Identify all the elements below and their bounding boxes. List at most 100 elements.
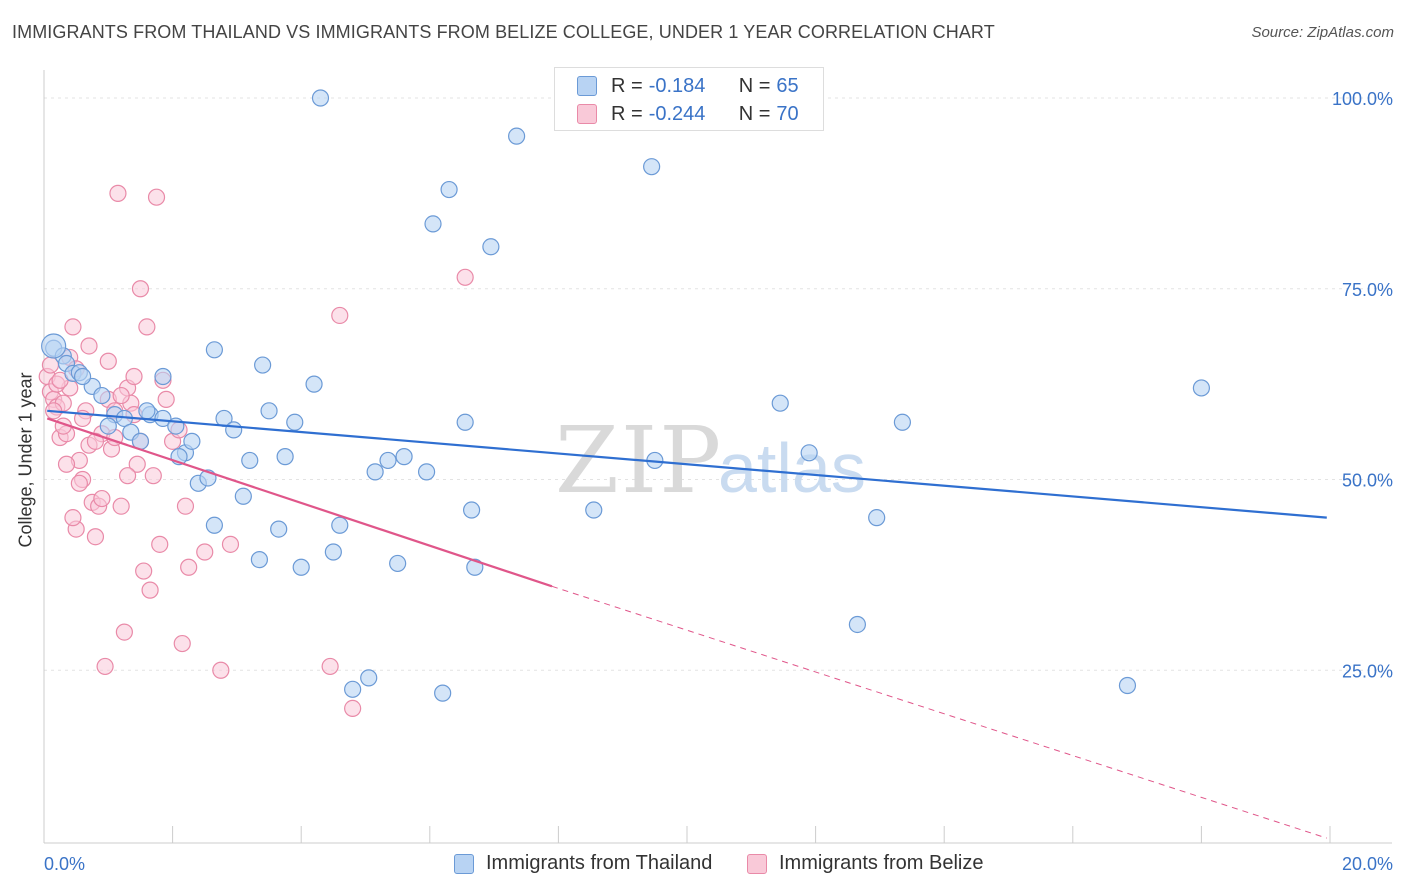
- thailand-point: [893, 413, 912, 431]
- belize-point: [212, 661, 230, 679]
- thailand-point: [344, 680, 362, 698]
- legend-row-thailand: R = -0.184 N = 65: [577, 73, 799, 99]
- stats-legend: R = -0.184 N = 65 R = -0.244 N = 70: [554, 67, 824, 131]
- belize-point: [112, 386, 130, 405]
- thailand-point: [1192, 379, 1211, 397]
- belize-point: [144, 467, 162, 485]
- y-tick-label: 100.0%: [1332, 89, 1393, 109]
- thailand-point: [868, 509, 886, 527]
- belize-point: [331, 306, 349, 325]
- belize-trend-line: [46, 417, 553, 588]
- belize-point: [125, 367, 143, 386]
- r-label: R =: [611, 74, 643, 97]
- belize-point: [180, 558, 198, 576]
- belize-point: [321, 657, 339, 676]
- bottom-legend-thailand: Immigrants from Thailand: [454, 852, 712, 875]
- thailand-point: [456, 413, 474, 431]
- belize-point: [176, 497, 195, 515]
- thailand-legend-label: Immigrants from Thailand: [486, 852, 713, 874]
- thailand-point: [508, 127, 526, 145]
- r-value: -0.244: [648, 102, 706, 125]
- y-tick-label: 75.0%: [1342, 280, 1393, 300]
- belize-point: [128, 455, 146, 473]
- watermark: ZIP atlas: [555, 407, 866, 514]
- n-label: N =: [738, 74, 771, 97]
- belize-point: [80, 337, 98, 355]
- thailand-point: [241, 451, 259, 470]
- belize-point: [112, 497, 130, 515]
- thailand-point: [154, 409, 172, 428]
- thailand-point: [482, 238, 500, 256]
- thailand-point: [848, 615, 866, 634]
- thailand-point-cluster: [41, 333, 67, 359]
- belize-point: [64, 318, 82, 336]
- belize-point: [151, 535, 169, 553]
- thailand-swatch: [577, 76, 597, 96]
- thailand-point: [138, 402, 156, 420]
- y-tick-label: 50.0%: [1342, 471, 1393, 491]
- belize-point: [99, 352, 117, 370]
- thailand-point: [389, 554, 407, 573]
- trend-lines: [46, 409, 1327, 839]
- belize-point: [57, 455, 76, 473]
- belize-point: [118, 467, 137, 485]
- belize-point: [115, 623, 133, 641]
- thailand-point: [417, 463, 436, 481]
- thailand-point: [379, 451, 397, 470]
- tick-labels: 100.0% 75.0% 50.0% 25.0% 0.0% 20.0%: [44, 89, 1393, 874]
- x-tick-label-left: 0.0%: [44, 854, 85, 874]
- axes: [43, 70, 1392, 844]
- n-value: 70: [776, 102, 799, 125]
- thailand-point: [395, 448, 413, 466]
- thailand-point: [1118, 676, 1137, 695]
- belize-point: [93, 489, 111, 508]
- belize-point: [196, 543, 214, 561]
- thailand-point: [154, 367, 172, 386]
- belize-point: [147, 188, 166, 206]
- n-value: 65: [776, 74, 799, 97]
- belize-point: [64, 509, 82, 527]
- r-value: -0.184: [648, 74, 706, 97]
- thailand-point: [800, 444, 818, 462]
- thailand-point: [276, 448, 294, 466]
- thailand-point: [205, 341, 223, 359]
- belize-point: [221, 535, 240, 553]
- belize-point: [135, 562, 153, 580]
- thailand-point: [183, 432, 201, 450]
- thailand-point: [360, 669, 378, 687]
- thailand-point: [462, 501, 481, 519]
- thailand-point: [440, 180, 458, 199]
- thailand-point: [292, 558, 310, 576]
- thailand-point: [254, 356, 272, 374]
- y-axis-label: College, Under 1 year: [15, 372, 36, 548]
- grid-lines: [44, 97, 1392, 671]
- thailand-point: [305, 375, 323, 393]
- belize-point: [141, 581, 159, 599]
- belize-legend-label: Immigrants from Belize: [779, 852, 984, 874]
- thailand-point: [771, 394, 789, 412]
- r-label: R =: [611, 102, 643, 125]
- belize-point: [131, 280, 150, 298]
- thailand-point: [366, 463, 384, 481]
- n-label: N =: [738, 102, 771, 125]
- y-tick-label: 25.0%: [1342, 661, 1393, 681]
- thailand-point: [585, 501, 603, 519]
- thailand-point: [260, 402, 278, 420]
- thailand-points: [41, 89, 1211, 702]
- thailand-point: [99, 417, 117, 435]
- x-tick-label-right: 20.0%: [1342, 854, 1393, 874]
- thailand-point: [270, 520, 288, 538]
- belize-points: [38, 184, 474, 718]
- belize-point: [344, 699, 362, 718]
- belize-point: [109, 184, 127, 202]
- thailand-point: [311, 89, 330, 107]
- thailand-point: [331, 516, 349, 534]
- belize-swatch: [577, 104, 597, 124]
- thailand-point: [424, 215, 442, 233]
- belize-point: [456, 268, 474, 286]
- belize-point: [157, 390, 175, 408]
- belize-point: [70, 474, 88, 492]
- thailand-trend-line: [47, 409, 1327, 519]
- belize-point: [173, 634, 191, 653]
